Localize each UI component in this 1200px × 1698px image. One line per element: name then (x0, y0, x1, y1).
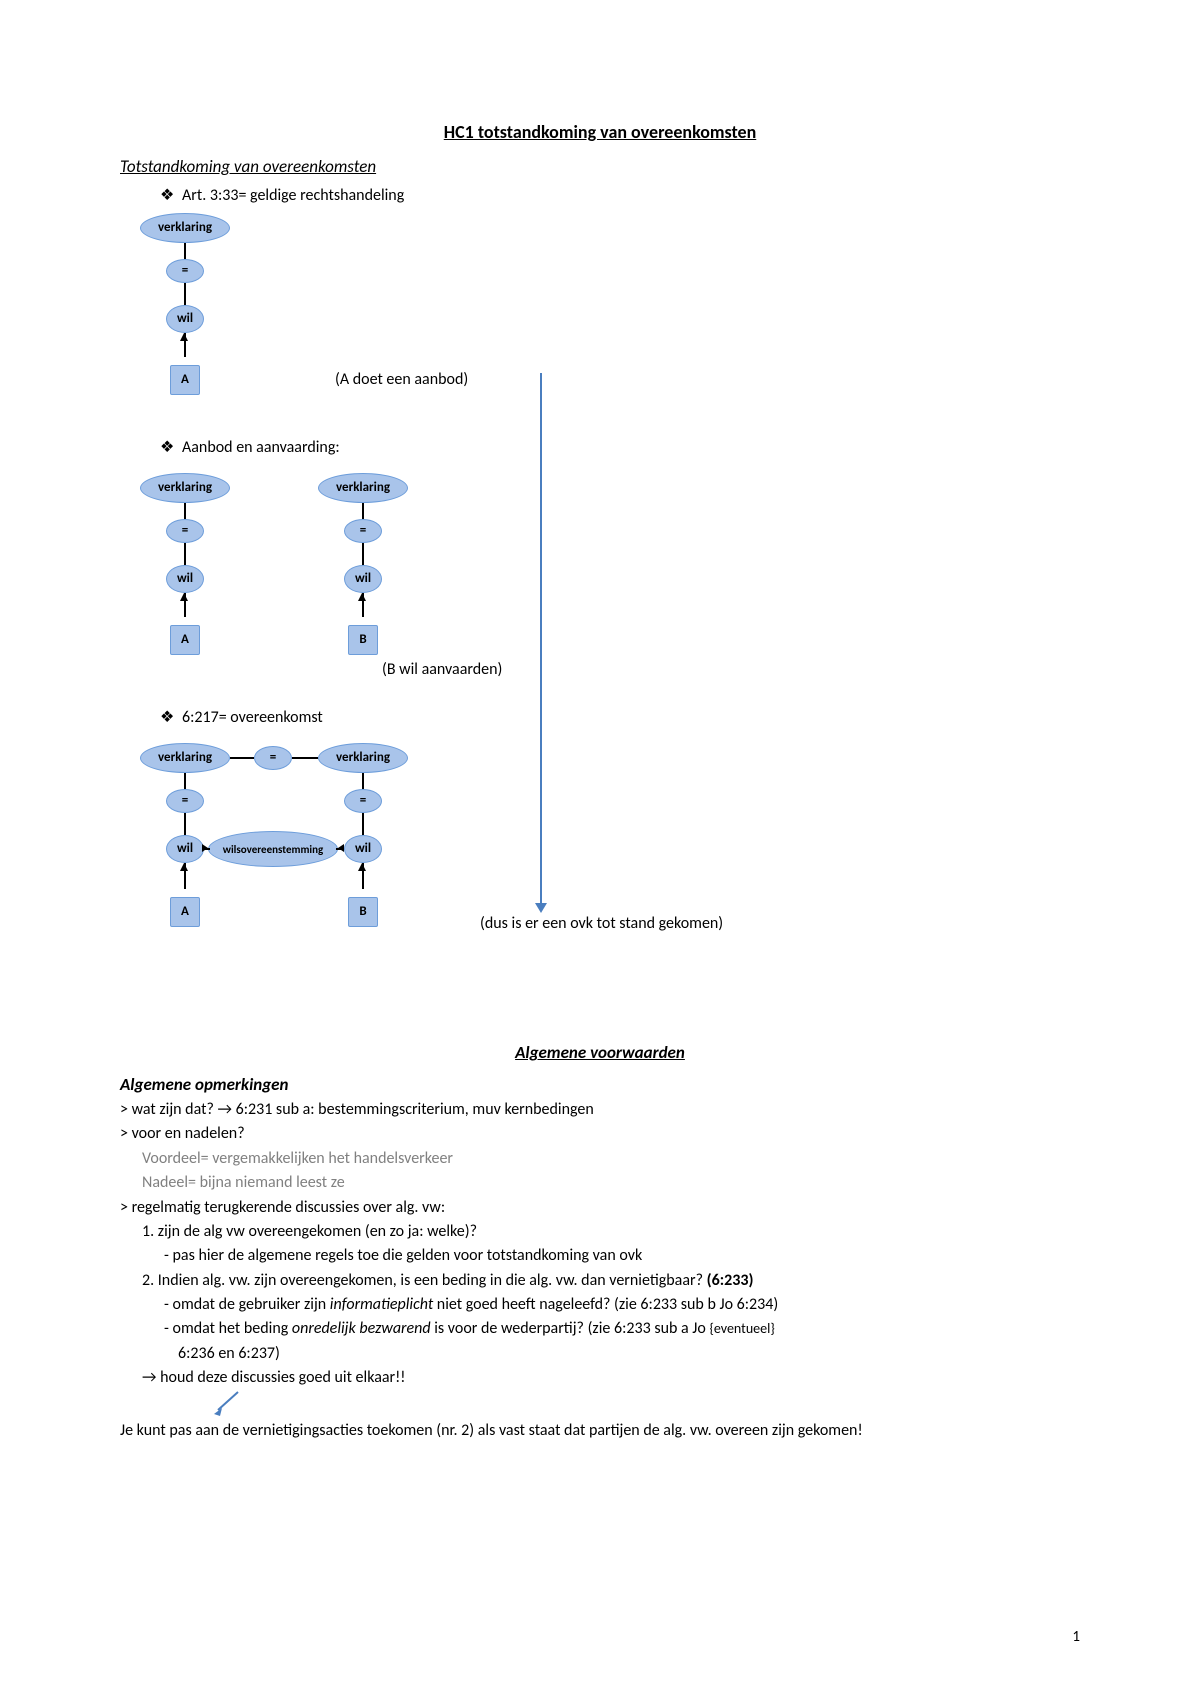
connector (362, 773, 364, 789)
line-informatieplicht: - omdat de gebruiker zijn informatieplic… (164, 1294, 1080, 1316)
annotation-b-aanvaarden: (B wil aanvaarden) (382, 659, 502, 681)
diagram-area: verklaring = wil A (A doet een aanbod) ❖… (120, 213, 1080, 1013)
connector (184, 773, 186, 789)
l10b: onredelijk bezwarend (292, 1319, 431, 1338)
node-s3l-wil: wil (166, 835, 204, 863)
line-punt1-sub: - pas hier de algemene regels toe die ge… (164, 1245, 1080, 1267)
arrowhead-icon (358, 863, 366, 871)
connector (230, 757, 254, 759)
l8b: (6:233) (707, 1271, 754, 1290)
line-nadeel: Nadeel= bijna niemand leest ze (142, 1172, 1080, 1194)
connector (184, 503, 186, 519)
node-s3l-eq: = (166, 789, 204, 813)
node-s3r-B: B (348, 897, 378, 927)
node-s3l-A: A (170, 897, 200, 927)
page: HC1 totstandkoming van overeenkomsten To… (0, 0, 1200, 1698)
node-s3m-wils: wilsovereenstemming (208, 831, 338, 867)
diamond-icon: ❖ (160, 707, 174, 729)
l10d: {eventueel} (709, 1320, 774, 1337)
node-s2l-eq: = (166, 519, 204, 543)
line-punt2: 2. Indien alg. vw. zijn overeengekomen, … (142, 1270, 1080, 1292)
line-voordeel: Voordeel= vergemakkelijken het handelsve… (142, 1148, 1080, 1170)
node-s2r-verklaring: verklaring (318, 473, 408, 503)
node-s1-A: A (170, 365, 200, 395)
node-s2r-wil: wil (344, 565, 382, 593)
node-s1-verklaring: verklaring (140, 213, 230, 243)
page-number: 1 (1072, 1627, 1080, 1648)
node-s3r-eq: = (344, 789, 382, 813)
inline-arrow-row (120, 1392, 1080, 1416)
l9c: niet goed heeft nageleefd? (zie 6:233 su… (433, 1295, 778, 1314)
connector (184, 543, 186, 565)
line-6236: 6:236 en 6:237) (178, 1343, 1080, 1365)
line-conclusion: Je kunt pas aan de vernietigingsacties t… (120, 1420, 1080, 1442)
connector (184, 243, 186, 259)
arrow-down-left-icon (210, 1390, 250, 1418)
line-discussies: > regelmatig terugkerende discussies ove… (120, 1197, 1080, 1219)
node-s2l-wil: wil (166, 565, 204, 593)
subheading-algemene-opmerkingen: Algemene opmerkingen (120, 1073, 1080, 1097)
connector (184, 283, 186, 305)
bullet-6217: ❖ 6:217= overeenkomst (160, 707, 323, 729)
main-title: HC1 totstandkoming van overeenkomsten (120, 120, 1080, 145)
node-s2r-eq: = (344, 519, 382, 543)
annotation-ovk-totstand: (dus is er een ovk tot stand gekomen) (480, 913, 723, 935)
node-s3r-verklaring: verklaring (318, 743, 408, 773)
node-s3l-verklaring: verklaring (140, 743, 230, 773)
line-houd-uit-elkaar: → houd deze discussies goed uit elkaar!! (142, 1367, 1080, 1389)
line-wat-zijn-dat: > wat zijn dat? → 6:231 sub a: bestemmin… (120, 1099, 1080, 1121)
diamond-icon: ❖ (160, 437, 174, 459)
arrowhead-icon (358, 593, 366, 601)
l8a: 2. Indien alg. vw. zijn overeengekomen, … (142, 1271, 707, 1290)
big-blue-arrow (540, 373, 542, 903)
bullet2-text: Aanbod en aanvaarding: (182, 438, 340, 457)
node-s1-wil: wil (166, 305, 204, 333)
node-s3r-wil: wil (344, 835, 382, 863)
diamond-icon: ❖ (160, 185, 174, 207)
connector (362, 543, 364, 565)
line-punt1: 1. zijn de alg vw overeengekomen (en zo … (142, 1221, 1080, 1243)
connector (362, 503, 364, 519)
bullet-art333: ❖ Art. 3:33= geldige rechtshandeling (160, 185, 1080, 207)
node-s2l-A: A (170, 625, 200, 655)
section-title-algvw: Algemene voorwaarden (120, 1041, 1080, 1065)
node-s2l-verklaring: verklaring (140, 473, 230, 503)
arrowhead-icon (202, 844, 208, 852)
connector (184, 813, 186, 835)
l10c: is voor de wederpartij? (zie 6:233 sub a… (431, 1319, 710, 1338)
arrowhead-icon (535, 903, 547, 913)
bullet-aanbod: ❖ Aanbod en aanvaarding: (160, 437, 340, 459)
line-onredelijk: - omdat het beding onredelijk bezwarend … (164, 1318, 1080, 1340)
node-s2r-B: B (348, 625, 378, 655)
bullet1-text: Art. 3:33= geldige rechtshandeling (182, 186, 404, 205)
bullet3-text: 6:217= overeenkomst (182, 708, 323, 727)
connector (362, 813, 364, 835)
arrowhead-icon (338, 844, 344, 852)
annotation-a-aanbod: (A doet een aanbod) (335, 369, 468, 391)
l9b: informatieplicht (330, 1295, 433, 1314)
node-s1-eq: = (166, 259, 204, 283)
line-voor-nadelen: > voor en nadelen? (120, 1123, 1080, 1145)
arrowhead-icon (180, 863, 188, 871)
l9a: - omdat de gebruiker zijn (164, 1295, 330, 1314)
subtitle: Totstandkoming van overeenkomsten (120, 155, 1080, 179)
arrowhead-icon (180, 333, 188, 341)
connector (292, 757, 318, 759)
arrowhead-icon (180, 593, 188, 601)
node-s3m-eq: = (254, 746, 292, 770)
l10a: - omdat het beding (164, 1319, 292, 1338)
